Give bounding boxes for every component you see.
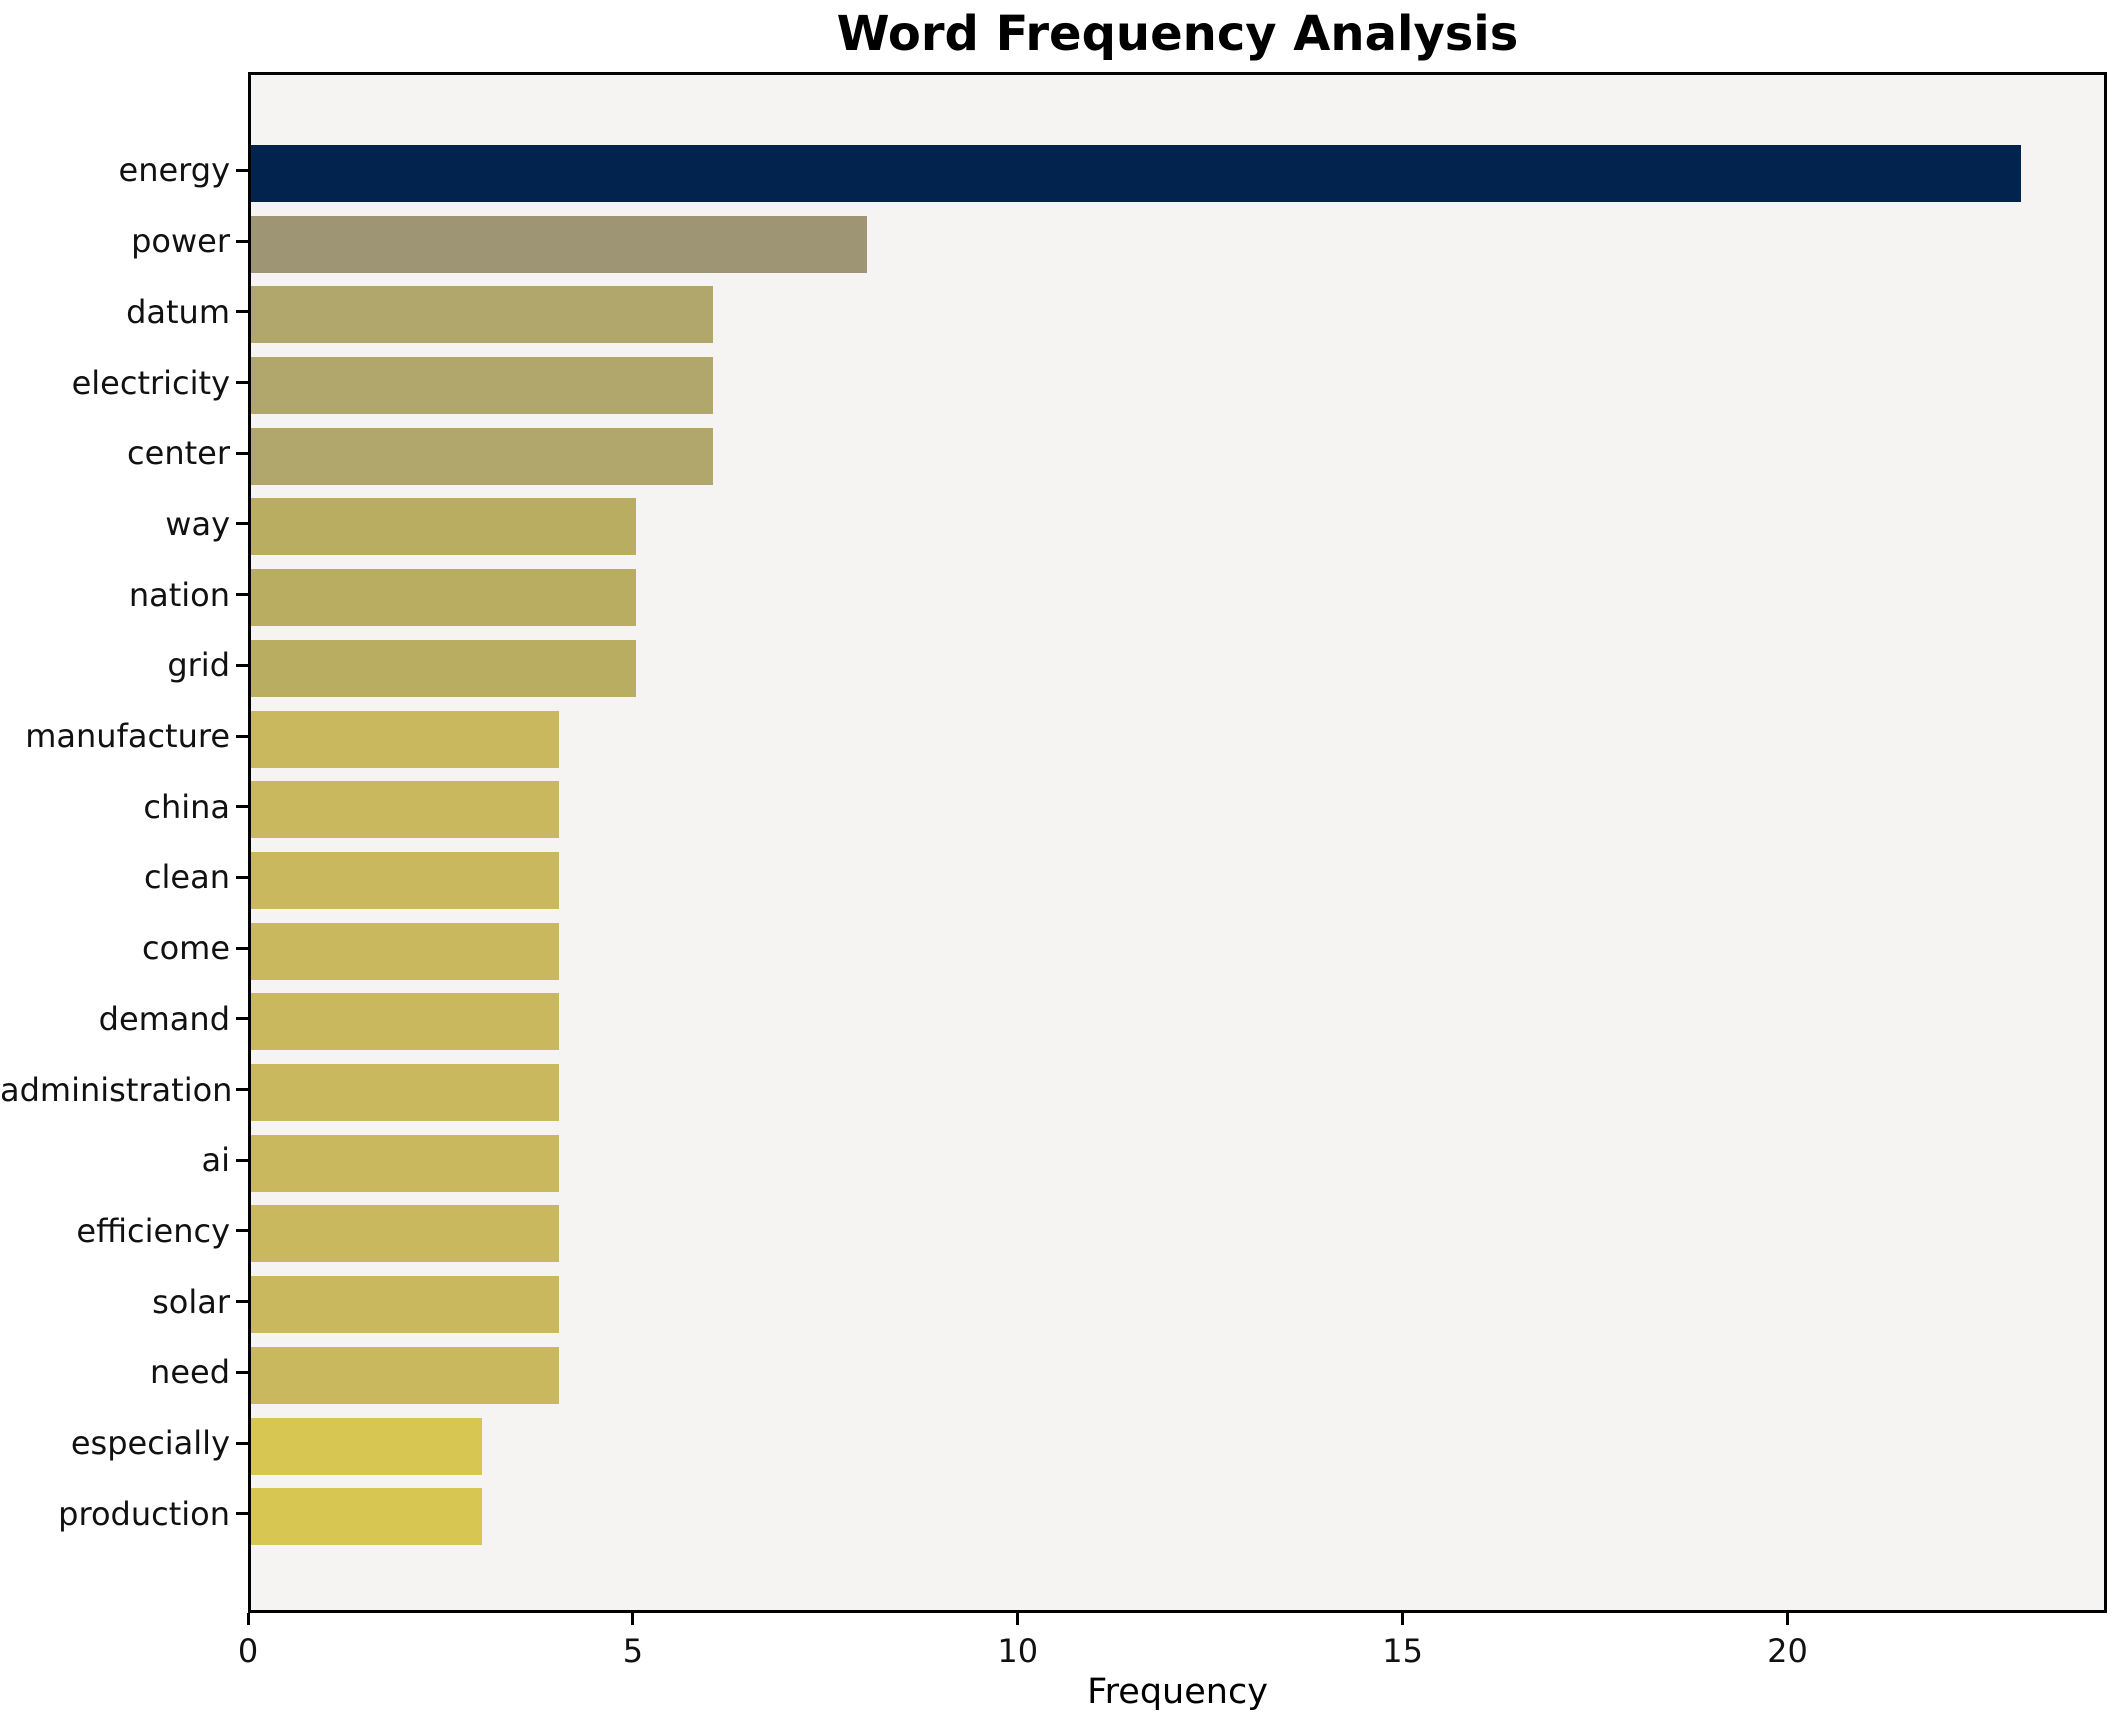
bar-nation	[251, 569, 636, 627]
x-tick	[1786, 1613, 1790, 1625]
x-tick-label-20: 20	[1767, 1632, 1808, 1670]
y-tick-label-center: center	[127, 434, 230, 473]
bar-datum	[251, 286, 713, 344]
bar-especially	[251, 1417, 482, 1475]
y-tick	[236, 1017, 248, 1021]
y-tick	[236, 663, 248, 667]
bar-need	[251, 1346, 559, 1404]
y-tick	[236, 310, 248, 314]
bar-administration	[251, 1064, 559, 1122]
y-tick	[236, 522, 248, 526]
y-tick	[236, 451, 248, 455]
bar-production	[251, 1488, 482, 1546]
x-tick-label-10: 10	[997, 1632, 1039, 1670]
y-tick	[236, 593, 248, 597]
y-tick	[236, 168, 248, 172]
bar-solar	[251, 1276, 559, 1334]
plot-area	[248, 72, 2107, 1613]
y-tick-label-solar: solar	[152, 1282, 230, 1321]
bar-way	[251, 498, 636, 556]
bar-clean	[251, 851, 559, 909]
y-tick-label-production: production	[58, 1494, 230, 1533]
bar-ai	[251, 1134, 559, 1192]
x-tick-label-0: 0	[237, 1632, 259, 1670]
y-tick-label-electricity: electricity	[71, 363, 230, 402]
bar-center	[251, 427, 713, 485]
bar-grid	[251, 639, 636, 697]
y-tick-label-efficiency: efficiency	[76, 1211, 230, 1250]
bar-come	[251, 922, 559, 980]
y-tick	[236, 1441, 248, 1445]
chart-title: Word Frequency Analysis	[836, 6, 1519, 62]
y-tick	[236, 805, 248, 809]
y-tick-label-demand: demand	[98, 999, 230, 1038]
y-tick-label-energy: energy	[118, 151, 231, 190]
y-tick-label-power: power	[131, 222, 230, 261]
y-tick-label-way: way	[165, 504, 230, 543]
y-tick	[236, 1370, 248, 1374]
x-tick-label-15: 15	[1382, 1632, 1424, 1670]
y-tick	[236, 1300, 248, 1304]
bar-electricity	[251, 357, 713, 415]
y-tick-label-china: china	[143, 787, 230, 826]
y-tick-label-administration: administration	[0, 1070, 233, 1109]
x-axis-label: Frequency	[1087, 1672, 1268, 1712]
y-tick	[236, 1158, 248, 1162]
y-tick-label-come: come	[141, 929, 230, 968]
y-tick	[236, 239, 248, 243]
y-tick-label-manufacture: manufacture	[25, 717, 230, 756]
y-tick-label-grid: grid	[167, 646, 230, 685]
x-tick	[1401, 1613, 1405, 1625]
bar-manufacture	[251, 710, 559, 768]
x-tick	[631, 1613, 635, 1625]
x-tick	[1016, 1613, 1020, 1625]
y-tick	[236, 1088, 248, 1092]
y-tick	[236, 381, 248, 385]
bar-energy	[251, 144, 2022, 202]
y-tick-label-ai: ai	[201, 1141, 231, 1180]
y-tick-label-especially: especially	[70, 1424, 230, 1463]
y-tick-label-datum: datum	[126, 292, 230, 331]
x-tick-label-5: 5	[622, 1632, 644, 1670]
bar-power	[251, 215, 867, 273]
y-tick	[236, 734, 248, 738]
y-tick	[236, 1512, 248, 1516]
y-tick-label-need: need	[150, 1353, 230, 1392]
y-tick	[236, 1229, 248, 1233]
y-tick-label-nation: nation	[128, 575, 230, 614]
x-tick	[246, 1613, 250, 1625]
y-tick	[236, 946, 248, 950]
y-tick-label-clean: clean	[143, 858, 230, 897]
bar-demand	[251, 993, 559, 1051]
bar-efficiency	[251, 1205, 559, 1263]
y-tick	[236, 875, 248, 879]
bar-china	[251, 781, 559, 839]
